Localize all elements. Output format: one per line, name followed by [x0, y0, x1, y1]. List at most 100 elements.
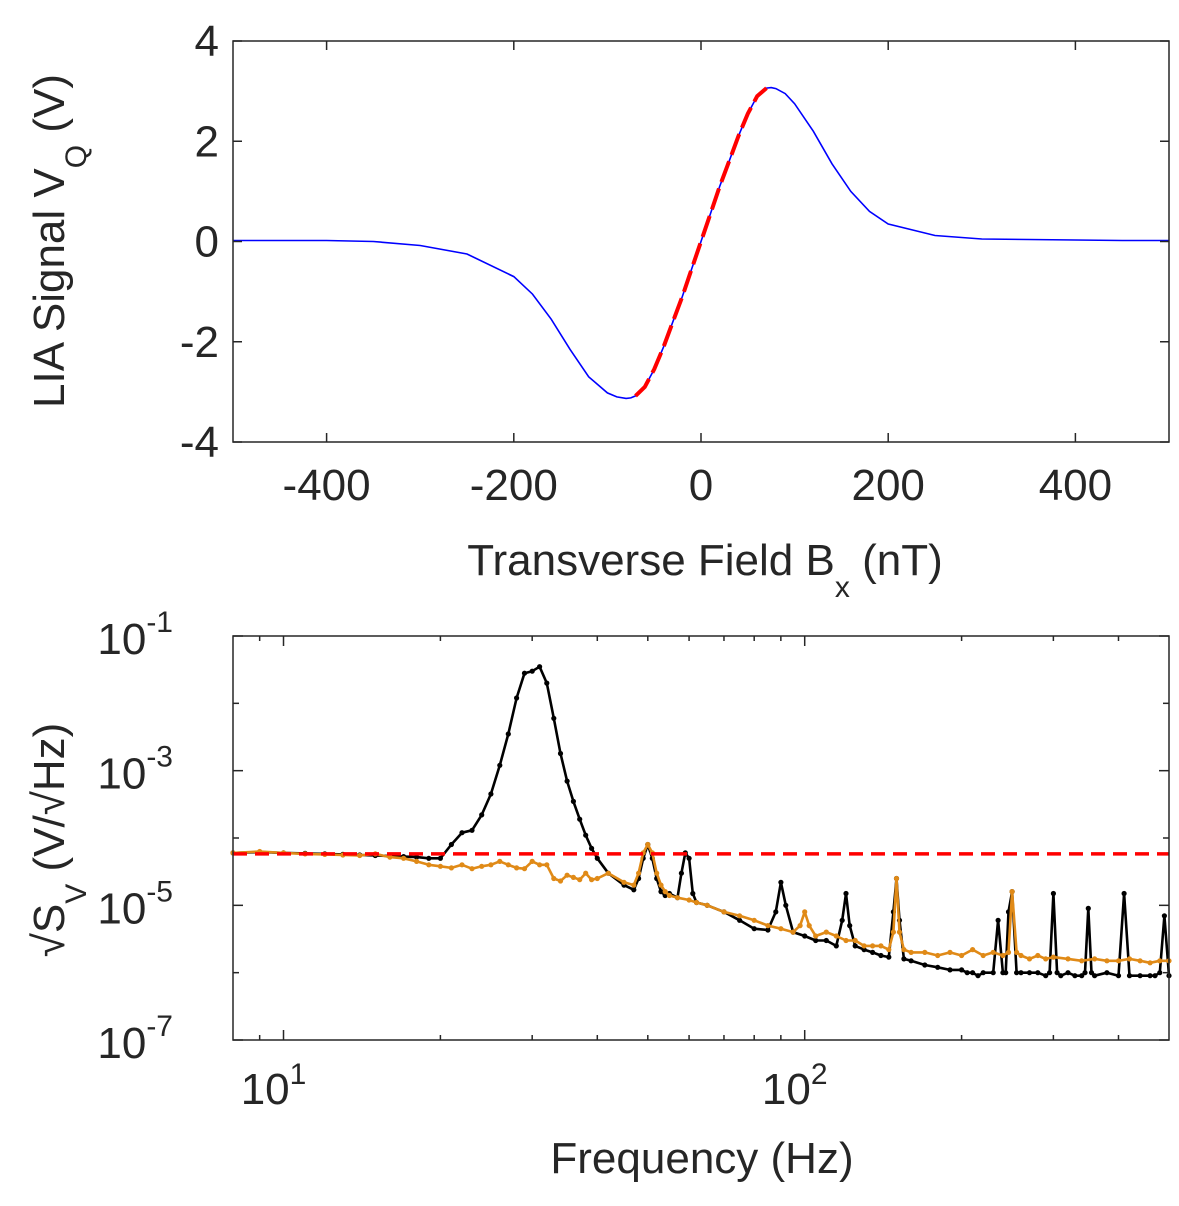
- bottom-series-2-point: [488, 862, 494, 868]
- bottom-series-1-point: [1058, 973, 1064, 979]
- bottom-series-1-point: [551, 715, 557, 721]
- bottom-series-1-point: [1082, 970, 1088, 976]
- bottom-series-2-point: [505, 862, 511, 868]
- bottom-series-1-point: [658, 889, 664, 895]
- bottom-series-1-point: [935, 964, 941, 970]
- bottom-chart: 101 102 10-7 10-5 10-3 10-1 Frequency (Hz) √S…: [25, 606, 1172, 1183]
- bottom-series-2-point: [686, 897, 692, 903]
- bottom-series-2-point: [521, 866, 528, 872]
- bottom-series-1-point: [773, 909, 779, 915]
- bottom-series-1-point: [823, 937, 829, 944]
- bottom-series-1-point: [1137, 973, 1143, 979]
- bottom-series-1-point: [751, 926, 757, 932]
- bottom-series-2-point: [935, 952, 941, 959]
- y-tick-label: -4: [180, 418, 219, 467]
- bottom-series-2-point: [605, 870, 611, 876]
- bottom-series-2-point: [631, 882, 637, 888]
- y-tick-label: 10-7: [97, 1010, 173, 1068]
- bottom-series-1-point: [414, 854, 420, 860]
- y-tick-label: 10-1: [97, 606, 173, 664]
- y-tick-label: 2: [195, 117, 219, 166]
- bottom-series-1-point: [813, 937, 819, 944]
- bottom-series-1-point: [505, 731, 511, 737]
- bottom-series-1-point: [1085, 905, 1091, 912]
- bottom-chart-y-axis-label: √SV (V/√Hz): [25, 723, 93, 958]
- bottom-series-2-point: [666, 892, 673, 899]
- bottom-series-1-point: [686, 855, 692, 861]
- bottom-series-2-point: [843, 937, 849, 944]
- bottom-series-1-point: [975, 973, 981, 979]
- bottom-series-1-point: [1003, 970, 1009, 976]
- bottom-series-1-point: [1152, 973, 1158, 979]
- top-chart: -400 -200 0 200 400 -4 -2 0 2 4 Transverse Field …: [25, 17, 1170, 604]
- bottom-series-2-point: [751, 917, 757, 923]
- bottom-series-2-point: [529, 858, 535, 865]
- bottom-series-2-point: [583, 870, 589, 876]
- bottom-series-2-point: [823, 929, 829, 935]
- top-chart-x-axis-label: Transverse Field Bx (nT): [467, 536, 943, 604]
- bottom-series-2-point: [970, 947, 976, 953]
- bottom-series-2: [232, 843, 1169, 965]
- bottom-series-1-point: [529, 668, 535, 674]
- bottom-series-1-point: [631, 887, 637, 893]
- bottom-series-2-point: [778, 926, 784, 932]
- bottom-series-1-point: [537, 664, 543, 670]
- bottom-series-1-point: [690, 890, 696, 897]
- bottom-series-2-point: [721, 909, 727, 915]
- bottom-series-1-point: [488, 791, 494, 797]
- bottom-series-2-point: [636, 870, 642, 876]
- bottom-series-2-point: [1050, 954, 1056, 960]
- bottom-series-1-point: [1026, 970, 1033, 976]
- bottom-series-2-point: [896, 929, 903, 935]
- bottom-series-1-point: [852, 943, 858, 949]
- x-tick-label: 102: [762, 1058, 828, 1114]
- bottom-series-1-point: [847, 923, 853, 929]
- bottom-series-1-point: [878, 952, 884, 959]
- bottom-series-2-point: [564, 872, 570, 878]
- bottom-chart-ticks: 101 102 10-7 10-5 10-3 10-1: [97, 606, 1169, 1114]
- bottom-series-1-point: [437, 855, 443, 861]
- top-chart-y-axis-label: LIA Signal VQ (V): [25, 74, 93, 408]
- bottom-series-2-point: [594, 875, 600, 882]
- bottom-series-2-point: [908, 949, 914, 956]
- bottom-series-2-point: [1026, 956, 1033, 962]
- top-chart-series: [233, 86, 1169, 400]
- bottom-series-2-point: [947, 949, 953, 956]
- bottom-series-2-point: [1014, 949, 1020, 956]
- bottom-series-1-point: [1047, 970, 1053, 976]
- bottom-series-2-point: [870, 943, 876, 949]
- bottom-series-1-point: [980, 970, 986, 976]
- bottom-series-2-point: [414, 858, 420, 865]
- bottom-series-2-point: [1147, 960, 1153, 966]
- bottom-series-2-point: [980, 952, 986, 959]
- bottom-series-2-point: [890, 929, 897, 935]
- bottom-series-1-point: [469, 827, 475, 833]
- y-tick-label: 10-3: [97, 741, 173, 799]
- bottom-series-1-point: [908, 958, 914, 964]
- bottom-series-2-point: [544, 862, 550, 868]
- bottom-series-2-point: [621, 879, 627, 885]
- bottom-series-2-point: [765, 923, 771, 929]
- bottom-series-1-point: [833, 943, 839, 949]
- bottom-chart-plot-area: [232, 635, 1170, 1041]
- bottom-series-1-point: [577, 816, 583, 822]
- bottom-series-2-point: [1005, 949, 1012, 956]
- bottom-series-1-point: [1050, 890, 1056, 897]
- bottom-series-1-point: [497, 762, 503, 768]
- bottom-series-1-point: [1014, 970, 1020, 976]
- bottom-series-2-point: [861, 943, 867, 949]
- bottom-series-1-point: [959, 967, 965, 973]
- y-tick-label: -2: [180, 318, 219, 367]
- bottom-series-1-point: [557, 750, 564, 757]
- bottom-series-2-point: [437, 863, 443, 869]
- bottom-series-1-point: [843, 890, 849, 897]
- bottom-series-1-point: [570, 798, 577, 805]
- bottom-series-2-point: [1157, 958, 1163, 964]
- bottom-series-2-point: [497, 858, 503, 865]
- bottom-series-2-point: [387, 854, 393, 860]
- bottom-series-2-point: [737, 913, 743, 919]
- bottom-series-1-point: [583, 832, 589, 838]
- bottom-series-1-point: [1121, 890, 1127, 897]
- bottom-series-1-point: [1147, 973, 1153, 979]
- x-tick-label: -200: [470, 461, 558, 510]
